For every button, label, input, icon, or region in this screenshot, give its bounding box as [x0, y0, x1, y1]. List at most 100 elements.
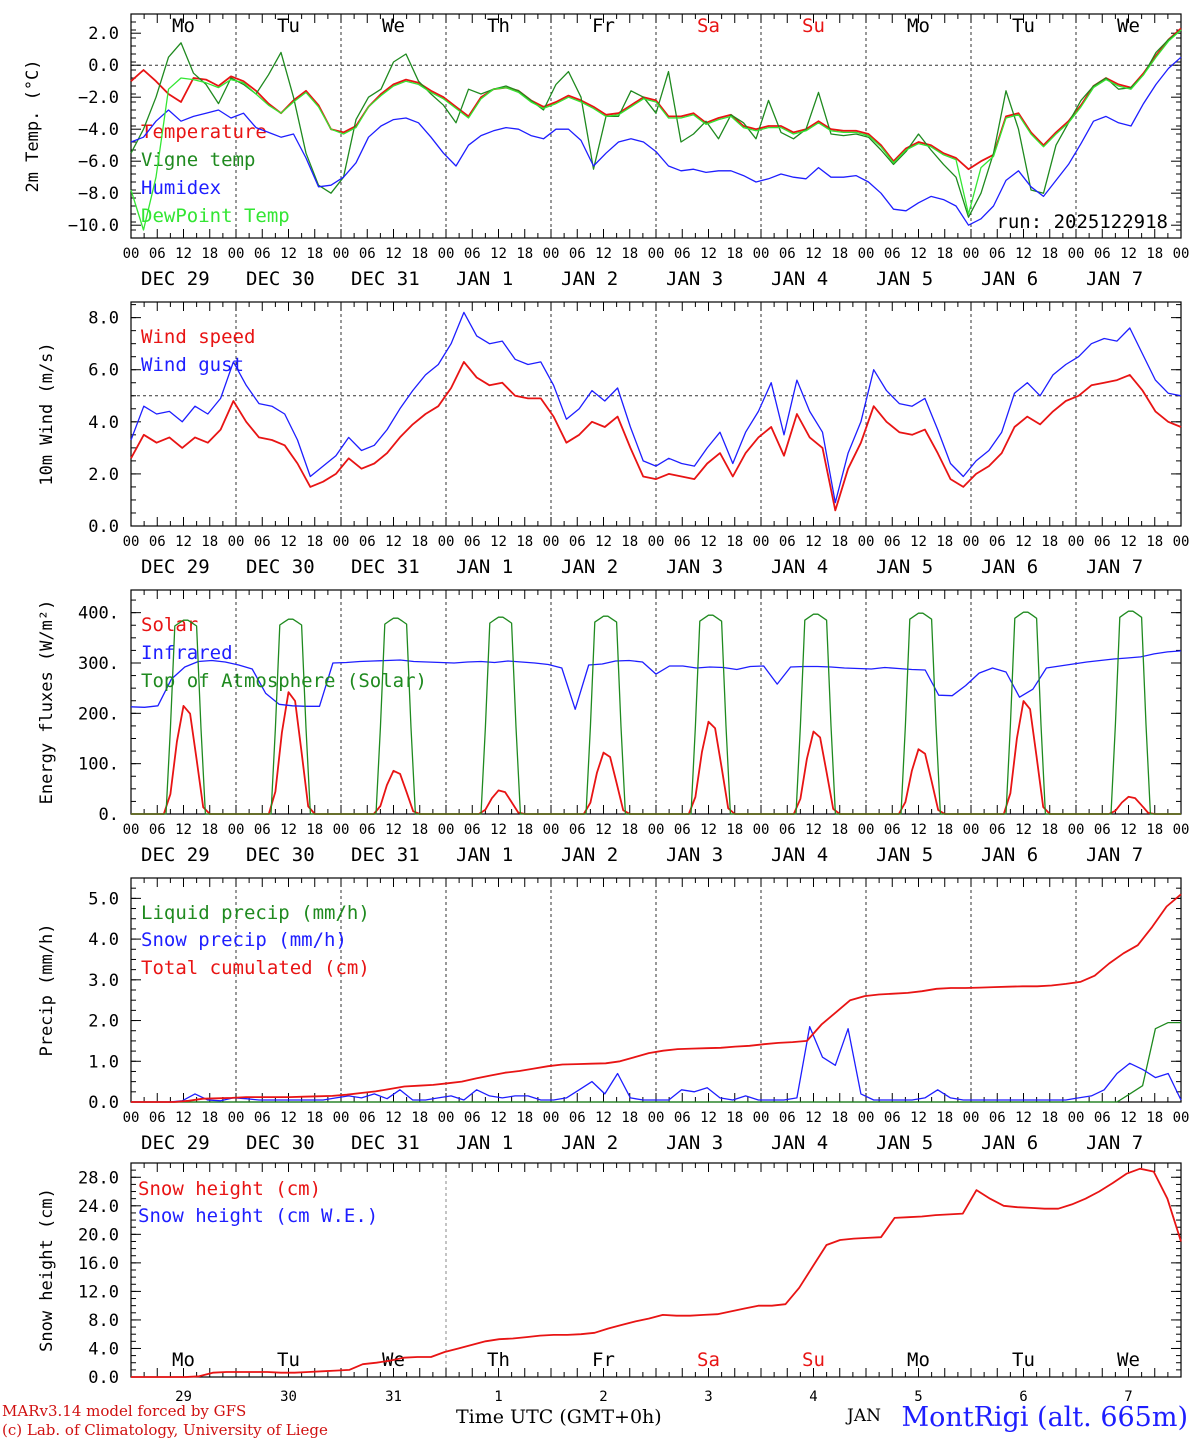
x-hour-label: 00 — [1173, 1110, 1190, 1126]
x-day-label: DEC 29 — [141, 556, 210, 578]
x-hour-label: 06 — [1094, 534, 1111, 550]
x-day-number: 4 — [809, 1389, 817, 1405]
x-hour-label: 00 — [228, 822, 245, 838]
series-line — [130, 360, 1182, 512]
x-hour-label: 00 — [963, 1110, 980, 1126]
y-tick-label: 5.0 — [88, 889, 119, 909]
legend-entry: Top of Atmosphere (Solar) — [141, 670, 427, 692]
x-hour-label: 06 — [464, 534, 481, 550]
y-tick-label: 2.0 — [88, 24, 119, 44]
weekday-label: Tu — [1012, 15, 1035, 37]
x-day-label: DEC 31 — [351, 1132, 420, 1154]
y-tick-label: 4.0 — [88, 413, 119, 433]
x-hour-label: 18 — [1146, 1110, 1163, 1126]
x-day-number: 29 — [175, 1389, 192, 1405]
series-line — [131, 1021, 1181, 1103]
x-hour-label: 06 — [779, 246, 796, 262]
x-day-number: 1 — [494, 1389, 502, 1405]
panel-1: 2.0 0.0 −2.0 −4.0 −6.0 −8.0 −10.0 2m Temp. (°C)… — [23, 13, 1189, 290]
x-hour-label: 12 — [595, 246, 612, 262]
weekday-label: Fr — [592, 1349, 615, 1371]
plot-frame — [130, 301, 1182, 527]
x-hour-label: 00 — [543, 246, 560, 262]
x-day-label: JAN 1 — [456, 268, 513, 290]
x-hour-label: 06 — [989, 534, 1006, 550]
x-hour-label: 12 — [280, 534, 297, 550]
x-hour-label: 18 — [726, 246, 743, 262]
y-tick-label: 28.0 — [78, 1168, 119, 1188]
x-hour-label: 18 — [306, 1110, 323, 1126]
x-hour-label: 12 — [805, 1110, 822, 1126]
x-hour-label: 06 — [1094, 1110, 1111, 1126]
x-hour-label: 06 — [989, 246, 1006, 262]
x-hour-label: 00 — [543, 822, 560, 838]
x-hour-label: 06 — [884, 822, 901, 838]
panel-5: 28.0 24.0 20.0 16.0 12.0 8.0 4.0 0.0 Snow height… — [37, 1162, 1182, 1405]
x-hour-label: 00 — [438, 822, 455, 838]
x-hour-label: 00 — [648, 534, 665, 550]
y-tick-label: 24.0 — [78, 1197, 119, 1217]
x-hour-label: 18 — [831, 1110, 848, 1126]
x-hour-label: 06 — [674, 246, 691, 262]
x-day-number: 5 — [914, 1389, 922, 1405]
x-hour-label: 12 — [805, 822, 822, 838]
y-tick-label: 20.0 — [78, 1225, 119, 1245]
y-tick-label: 300. — [78, 654, 119, 674]
x-hour-label: 18 — [621, 246, 638, 262]
legend-entry: Solar — [141, 614, 198, 636]
x-hour-label: 18 — [1146, 822, 1163, 838]
x-hour-label: 00 — [753, 534, 770, 550]
x-day-label: JAN 1 — [456, 556, 513, 578]
x-hour-label: 18 — [411, 822, 428, 838]
y-tick-label: 3.0 — [88, 971, 119, 991]
x-day-label: JAN 6 — [981, 268, 1038, 290]
x-hour-label: 12 — [490, 246, 507, 262]
x-hour-label: 00 — [333, 1110, 350, 1126]
x-day-label: JAN 2 — [561, 268, 618, 290]
x-hour-label: 18 — [411, 1110, 428, 1126]
x-hour-label: 06 — [254, 534, 271, 550]
x-hour-label: 00 — [333, 246, 350, 262]
legend-entry: Snow height (cm) — [138, 1178, 321, 1200]
x-day-label: JAN 6 — [981, 844, 1038, 866]
x-hour-label: 06 — [569, 822, 586, 838]
x-hour-label: 00 — [543, 534, 560, 550]
x-day-label: DEC 31 — [351, 268, 420, 290]
x-hour-label: 00 — [858, 822, 875, 838]
x-hour-label: 12 — [700, 246, 717, 262]
x-hour-label: 12 — [805, 246, 822, 262]
x-hour-label: 18 — [516, 534, 533, 550]
legend-entry: Snow precip (mm/h) — [141, 929, 347, 951]
x-day-label: JAN 2 — [561, 556, 618, 578]
x-day-label: JAN 5 — [876, 268, 933, 290]
x-day-number: 30 — [280, 1389, 297, 1405]
y-tick-label: −6.0 — [78, 152, 119, 172]
y-tick-label: 0.0 — [88, 1368, 119, 1388]
x-hour-label: 18 — [726, 822, 743, 838]
x-day-number: 7 — [1124, 1389, 1132, 1405]
x-day-label: DEC 30 — [246, 556, 315, 578]
x-day-label: DEC 29 — [141, 1132, 210, 1154]
x-hour-label: 06 — [254, 1110, 271, 1126]
x-day-label: DEC 30 — [246, 844, 315, 866]
x-hour-label: 12 — [385, 1110, 402, 1126]
x-hour-label: 18 — [201, 534, 218, 550]
x-hour-label: 00 — [333, 822, 350, 838]
x-day-label: JAN 7 — [1086, 1132, 1143, 1154]
x-hour-label: 18 — [306, 246, 323, 262]
y-tick-label: 16.0 — [78, 1254, 119, 1274]
x-hour-label: 00 — [228, 1110, 245, 1126]
x-hour-label: 06 — [149, 246, 166, 262]
x-day-label: JAN 4 — [771, 844, 828, 866]
x-hour-label: 06 — [989, 1110, 1006, 1126]
legend-entry: Wind speed — [141, 326, 255, 348]
legend-entry: Temperature — [141, 121, 267, 143]
weekday-label: We — [382, 15, 405, 37]
x-hour-label: 00 — [1068, 534, 1085, 550]
x-hour-label: 06 — [569, 1110, 586, 1126]
x-hour-label: 06 — [359, 534, 376, 550]
x-hour-label: 00 — [753, 822, 770, 838]
x-day-number: 31 — [385, 1389, 402, 1405]
series-line — [131, 1167, 1182, 1378]
x-hour-label: 12 — [700, 1110, 717, 1126]
